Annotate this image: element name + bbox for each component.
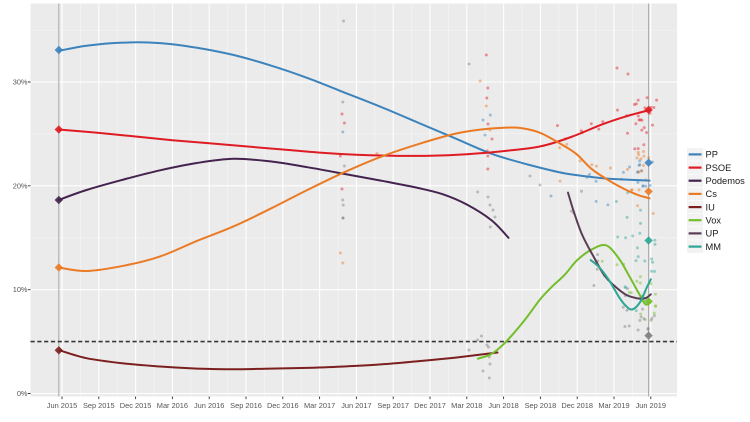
- svg-text:Mar 2019: Mar 2019: [598, 401, 629, 410]
- svg-text:Sep 2016: Sep 2016: [230, 401, 262, 410]
- svg-text:Jun 2016: Jun 2016: [194, 401, 224, 410]
- svg-text:0%: 0%: [17, 389, 28, 398]
- svg-text:Jun 2015: Jun 2015: [47, 401, 77, 410]
- svg-text:IU: IU: [706, 202, 715, 212]
- svg-text:10%: 10%: [13, 285, 28, 294]
- svg-text:MM: MM: [706, 242, 722, 252]
- svg-text:Dec 2015: Dec 2015: [120, 401, 152, 410]
- svg-text:Mar 2018: Mar 2018: [451, 401, 482, 410]
- svg-text:30%: 30%: [13, 78, 28, 87]
- svg-text:20%: 20%: [13, 181, 28, 190]
- svg-text:Mar 2017: Mar 2017: [304, 401, 335, 410]
- svg-text:Mar 2016: Mar 2016: [157, 401, 188, 410]
- svg-text:Podemos: Podemos: [706, 176, 746, 186]
- svg-text:Sep 2017: Sep 2017: [377, 401, 409, 410]
- svg-text:Vox: Vox: [706, 216, 722, 226]
- svg-text:UP: UP: [706, 229, 719, 239]
- svg-text:Jun 2019: Jun 2019: [636, 401, 666, 410]
- svg-text:Dec 2017: Dec 2017: [414, 401, 446, 410]
- svg-text:PP: PP: [706, 150, 718, 160]
- svg-text:Sep 2018: Sep 2018: [525, 401, 557, 410]
- svg-text:Sep 2015: Sep 2015: [83, 401, 115, 410]
- svg-text:Dec 2018: Dec 2018: [561, 401, 593, 410]
- svg-text:Cs: Cs: [706, 189, 718, 199]
- svg-text:PSOE: PSOE: [706, 163, 732, 173]
- svg-text:Jun 2017: Jun 2017: [341, 401, 371, 410]
- svg-text:Dec 2016: Dec 2016: [267, 401, 299, 410]
- svg-text:Jun 2018: Jun 2018: [488, 401, 518, 410]
